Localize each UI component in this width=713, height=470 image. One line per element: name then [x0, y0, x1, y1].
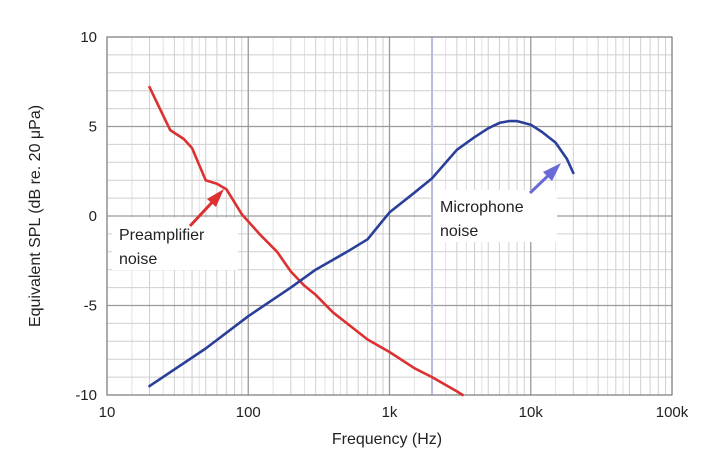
x-tick-label: 10	[99, 404, 116, 421]
preamplifier-annotation-line2: noise	[119, 251, 157, 268]
y-tick-label: 0	[89, 208, 97, 225]
y-tick-labels: 10 5 0 -5 -10	[75, 29, 97, 404]
microphone-annotation-box	[433, 190, 557, 242]
series-layer	[148, 85, 575, 397]
y-tick-label: -10	[75, 387, 97, 404]
microphone-arrowhead	[543, 163, 561, 181]
preamplifier-annotation: Preamplifier noise	[112, 189, 238, 270]
y-tick-label: 5	[89, 119, 97, 136]
x-tick-label: 1k	[382, 404, 398, 421]
y-tick-label: 10	[80, 29, 97, 46]
y-tick-label: -5	[84, 298, 97, 315]
x-tick-label: 100	[236, 404, 261, 421]
x-tick-labels: 10 100 1k 10k 100k	[99, 404, 689, 421]
preamplifier-noise-line	[148, 85, 465, 397]
x-tick-label: 10k	[519, 404, 544, 421]
microphone-noise-line	[148, 119, 575, 388]
x-axis-label: Frequency (Hz)	[332, 431, 442, 448]
preamplifier-annotation-line1: Preamplifier	[119, 227, 205, 244]
microphone-annotation: Microphone noise	[433, 163, 561, 242]
x-tick-label: 100k	[656, 404, 689, 421]
microphone-annotation-line2: noise	[440, 223, 478, 240]
y-axis-label: Equivalent SPL (dB re. 20 μPa)	[27, 105, 44, 327]
plot-frame	[106, 36, 673, 396]
preamplifier-arrowhead	[207, 189, 224, 207]
preamplifier-annotation-box	[112, 218, 238, 270]
microphone-annotation-line1: Microphone	[440, 199, 524, 216]
